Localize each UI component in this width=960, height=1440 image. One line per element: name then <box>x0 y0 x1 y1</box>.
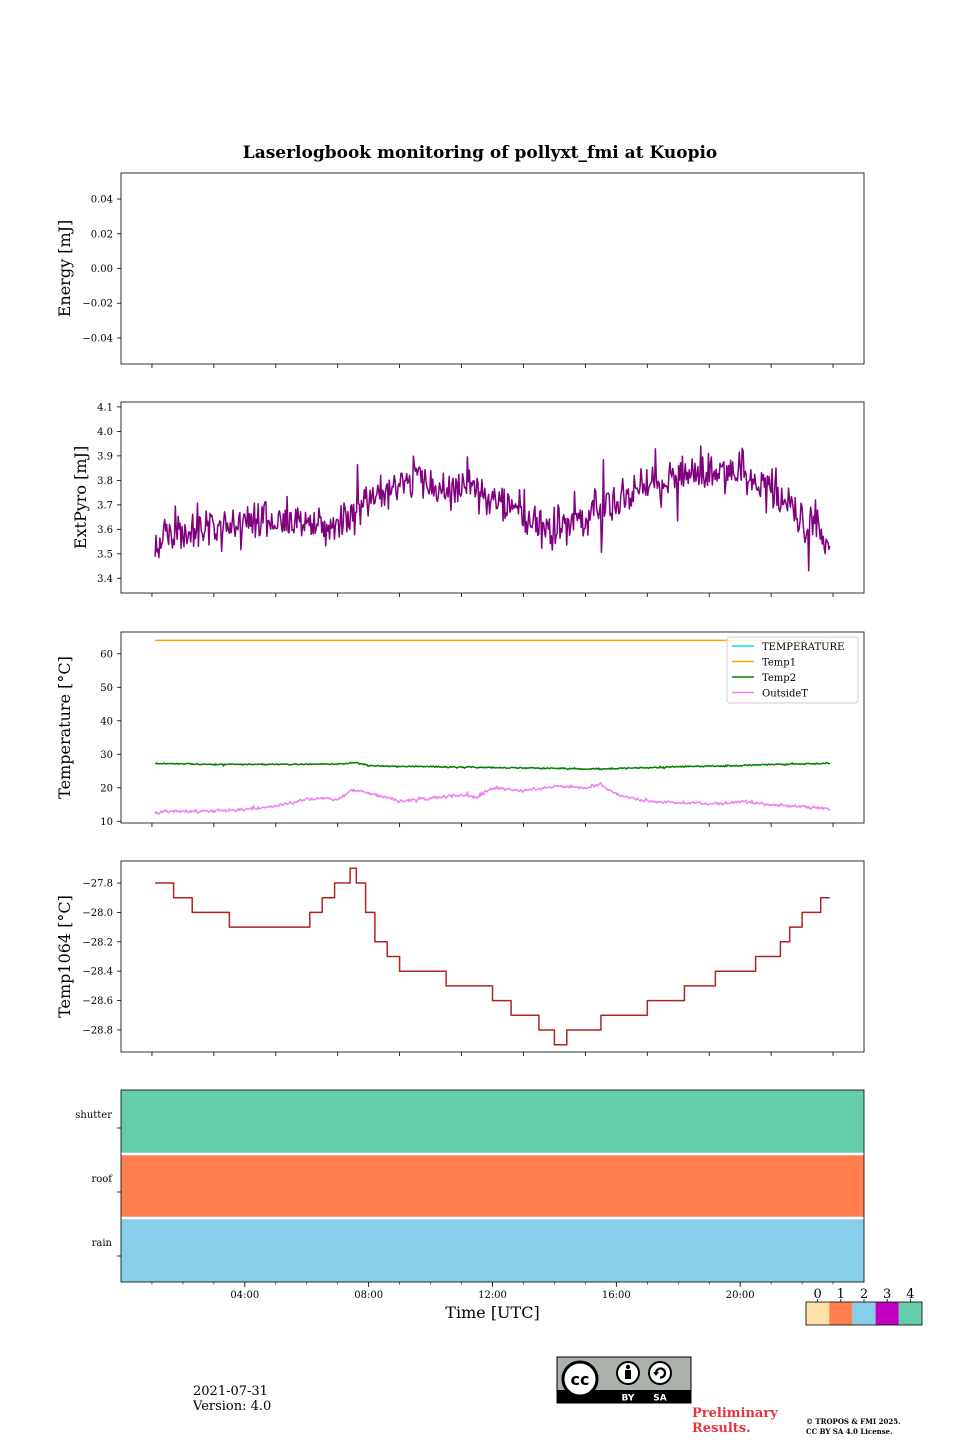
y-tick-label-temp1064: −28.6 <box>82 996 113 1007</box>
y-tick-label-temp1064: −28.8 <box>82 1025 113 1036</box>
y-axis-label-temperature: Temperature [°C] <box>55 656 74 799</box>
axes-frame-temp1064 <box>120 860 865 1053</box>
legend-label-outsidet: OutsideT <box>762 689 808 700</box>
copyright-line-1: © TROPOS & FMI 2025. <box>806 1417 901 1426</box>
panel-status: shutter roof rain 04:00 08:00 12:00 16:00 20:00… <box>75 1089 865 1322</box>
series-line-temp1064 <box>155 867 830 1046</box>
legend-label-temp2: Temp2 <box>762 673 796 684</box>
y-tick-label-extpyro: 3.4 <box>97 574 113 585</box>
y-tick-label-temp1064: −28.4 <box>82 967 113 978</box>
status-row-label-roof: roof <box>91 1174 113 1185</box>
axes-frame-energy <box>120 172 865 365</box>
y-tick-label-extpyro: 3.6 <box>97 525 113 536</box>
colorbar-tick-label: 2 <box>860 1287 868 1302</box>
colorbar-swatch-4 <box>898 1302 922 1325</box>
y-axis-label-temp1064: Temp1064 [°C] <box>55 895 74 1018</box>
y-tick-label-extpyro: 3.7 <box>97 500 113 511</box>
sa-label: SA <box>653 1394 666 1404</box>
copyright-line-2: CC BY SA 4.0 License. <box>806 1427 893 1436</box>
footer-version: Version: 4.0 <box>193 1399 272 1414</box>
plot-area-temperature <box>154 639 831 815</box>
y-tick-label-energy: 0.02 <box>91 229 113 240</box>
y-tick-label-temperature: 20 <box>100 783 113 794</box>
legend-label-temperature: TEMPERATURE <box>762 642 844 653</box>
y-tick-label-energy: 0.04 <box>91 195 113 206</box>
x-axis-label: Time [UTC] <box>445 1303 539 1322</box>
colorbar-tick-label: 0 <box>813 1287 821 1302</box>
legend-label-temp1: Temp1 <box>762 658 796 669</box>
y-tick-label-temperature: 40 <box>100 716 113 727</box>
status-row-label-rain: rain <box>92 1238 113 1249</box>
preliminary-results-label: Preliminary Results. <box>692 1406 778 1436</box>
x-tick-label: 16:00 <box>602 1290 631 1301</box>
colorbar-swatch-3 <box>875 1302 899 1325</box>
y-tick-label-temperature: 60 <box>100 649 113 660</box>
x-tick-label: 20:00 <box>726 1290 755 1301</box>
colorbar-swatch-0 <box>806 1302 830 1325</box>
y-tick-label-energy: −0.04 <box>82 333 113 344</box>
series-line-temp2 <box>154 761 831 771</box>
cc-license-badge: cc BY SA <box>556 1356 692 1404</box>
plot-area-temp1064 <box>155 867 830 1046</box>
footer-date: 2021-07-31 <box>193 1384 268 1399</box>
copyright-notice: © TROPOS & FMI 2025. CC BY SA 4.0 Licens… <box>806 1417 956 1437</box>
x-tick-label: 04:00 <box>230 1290 259 1301</box>
colorbar-tick-label: 3 <box>883 1287 891 1302</box>
panel-temp1064: −27.8 −28.0 −28.2 −28.4 −28.6 −28.8 Temp1064 [… <box>55 860 865 1056</box>
y-tick-label-extpyro: 3.9 <box>97 451 113 462</box>
y-axis-label-energy: Energy [mJ] <box>55 220 74 318</box>
x-tick-label: 12:00 <box>478 1290 507 1301</box>
y-tick-label-extpyro: 3.8 <box>97 476 113 487</box>
sa-share-icon <box>648 1361 672 1385</box>
y-tick-label-extpyro: 4.0 <box>97 427 113 438</box>
panel-energy: 0.04 0.02 0.00 −0.02 −0.04 Energy [mJ] <box>55 172 865 368</box>
plot-area-extpyro <box>154 445 831 572</box>
y-tick-label-temperature: 30 <box>100 750 113 761</box>
y-axis-label-extpyro: ExtPyro [mJ] <box>71 446 90 549</box>
y-tick-label-temperature: 10 <box>100 817 113 828</box>
y-tick-label-extpyro: 4.1 <box>97 402 113 413</box>
y-tick-label-energy: −0.02 <box>82 299 113 310</box>
figure-title: Laserlogbook monitoring of pollyxt_fmi a… <box>243 143 718 163</box>
panel-temperature: 10 20 30 40 50 60 Temperature [°C] TEMPERATURE T… <box>55 631 865 828</box>
legend-box <box>726 636 859 704</box>
colorbar-tick-label: 4 <box>906 1287 914 1302</box>
by-label: BY <box>622 1394 635 1404</box>
y-tick-label-extpyro: 3.5 <box>97 549 113 560</box>
y-tick-label-temp1064: −28.0 <box>82 908 113 919</box>
x-tick-label: 08:00 <box>354 1290 383 1301</box>
colorbar-tick-label: 1 <box>837 1287 845 1302</box>
y-tick-label-energy: 0.00 <box>91 264 113 275</box>
series-line-extpyro <box>154 445 831 572</box>
panel-extpyro: 3.4 3.5 3.6 3.7 3.8 3.9 4.0 4.1 ExtPyro [mJ] <box>71 401 865 597</box>
status-row-shutter <box>121 1090 864 1154</box>
series-line-outsidet <box>154 781 831 815</box>
colorbar-swatch-2 <box>852 1302 876 1325</box>
y-tick-label-temp1064: −27.8 <box>82 879 113 890</box>
status-row-label-shutter: shutter <box>75 1110 112 1121</box>
cc-text: cc <box>571 1370 590 1389</box>
y-tick-label-temp1064: −28.2 <box>82 937 113 948</box>
status-row-rain <box>121 1218 864 1282</box>
y-tick-label-temperature: 50 <box>100 683 113 694</box>
status-row-roof <box>121 1154 864 1218</box>
cc-icon <box>561 1360 599 1398</box>
colorbar-swatch-1 <box>829 1302 853 1325</box>
